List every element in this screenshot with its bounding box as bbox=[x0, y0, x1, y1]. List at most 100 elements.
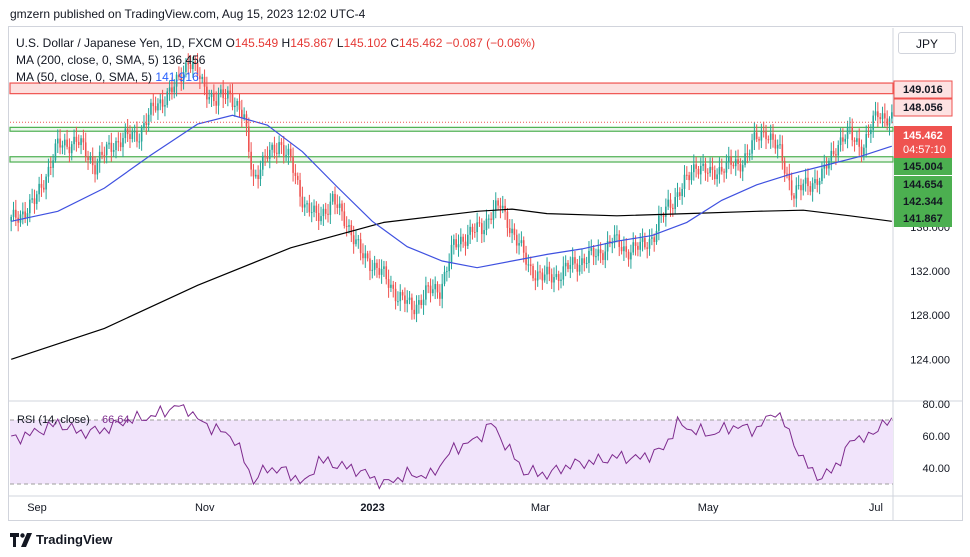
candle-body bbox=[648, 238, 651, 249]
candle bbox=[706, 168, 709, 182]
candle-body bbox=[839, 137, 842, 146]
candle-body bbox=[112, 150, 115, 152]
candle bbox=[275, 142, 278, 164]
candle-body bbox=[63, 139, 66, 146]
candle-body bbox=[518, 243, 520, 246]
candle bbox=[597, 239, 600, 261]
candle-body bbox=[101, 151, 103, 155]
candle-body bbox=[133, 131, 136, 133]
candle-body bbox=[231, 93, 234, 108]
candle bbox=[720, 158, 723, 175]
candle-body bbox=[529, 264, 532, 267]
candle bbox=[630, 244, 632, 269]
candle bbox=[501, 195, 504, 214]
candle bbox=[450, 235, 453, 270]
candle bbox=[35, 190, 38, 210]
candle-body bbox=[385, 266, 388, 280]
candle-body bbox=[760, 131, 763, 141]
candle bbox=[334, 186, 336, 215]
candle-body bbox=[809, 186, 812, 192]
currency-button[interactable]: JPY bbox=[898, 32, 956, 54]
candle-body bbox=[352, 235, 355, 245]
candle-body bbox=[40, 183, 43, 188]
candle bbox=[779, 134, 781, 150]
x-tick-label: May bbox=[698, 502, 719, 514]
candle bbox=[865, 125, 868, 158]
ma200-value: 136.456 bbox=[162, 53, 206, 67]
candle bbox=[790, 172, 793, 201]
candle-body bbox=[59, 138, 61, 148]
candle-body bbox=[138, 141, 141, 143]
candle-body bbox=[739, 163, 742, 172]
candle-body bbox=[12, 209, 15, 217]
candle bbox=[422, 289, 425, 315]
candle bbox=[427, 282, 430, 294]
candle bbox=[574, 251, 576, 270]
candle-body bbox=[103, 154, 106, 156]
candle bbox=[271, 142, 273, 158]
candle-body bbox=[159, 99, 162, 104]
candle bbox=[863, 144, 865, 161]
candle-body bbox=[597, 249, 600, 257]
candle-body bbox=[199, 75, 201, 80]
candle bbox=[259, 160, 262, 187]
candle-body bbox=[110, 142, 113, 152]
candle bbox=[718, 157, 721, 184]
candle bbox=[75, 126, 78, 152]
candle-body bbox=[513, 228, 516, 235]
candle-body bbox=[273, 144, 276, 153]
candle bbox=[480, 218, 483, 244]
candle bbox=[415, 295, 418, 323]
candle bbox=[394, 282, 397, 310]
candle bbox=[345, 216, 348, 237]
candle-body bbox=[646, 247, 649, 249]
candle-body bbox=[706, 172, 709, 174]
candle-body bbox=[42, 187, 45, 190]
candle bbox=[762, 121, 765, 138]
candle bbox=[91, 147, 94, 175]
candle bbox=[767, 135, 770, 144]
candle-body bbox=[699, 165, 702, 175]
candle-body bbox=[858, 138, 861, 147]
candle-body bbox=[497, 200, 499, 206]
candle bbox=[173, 78, 176, 99]
level-tag-bg bbox=[893, 80, 953, 99]
candle-body bbox=[662, 214, 665, 217]
level-tag-bg bbox=[894, 158, 952, 175]
candle bbox=[625, 238, 628, 258]
candle bbox=[760, 123, 763, 149]
candle-body bbox=[422, 299, 425, 306]
candle-body bbox=[667, 199, 669, 207]
candle bbox=[63, 133, 66, 156]
candle bbox=[373, 255, 376, 276]
candle bbox=[136, 121, 138, 148]
candle-body bbox=[150, 102, 152, 115]
candle bbox=[816, 170, 819, 193]
candle-body bbox=[404, 295, 406, 304]
candle-body bbox=[681, 188, 683, 197]
candle-body bbox=[47, 166, 50, 177]
candle bbox=[94, 156, 96, 183]
candle-body bbox=[315, 205, 318, 213]
candle-body bbox=[795, 185, 798, 199]
candle-body bbox=[271, 144, 273, 150]
candle-body bbox=[166, 91, 169, 106]
candle-body bbox=[392, 284, 395, 289]
candle bbox=[15, 199, 17, 227]
candle bbox=[511, 219, 513, 244]
tradingview-logo: TradingView bbox=[10, 532, 112, 547]
candle-body bbox=[853, 140, 856, 142]
x-tick-label: Sep bbox=[27, 502, 47, 514]
candle-body bbox=[872, 115, 874, 130]
candle bbox=[369, 250, 371, 281]
candle bbox=[725, 154, 728, 179]
candle-body bbox=[215, 101, 217, 106]
level-tag-label: 144.654 bbox=[903, 179, 944, 191]
candle-body bbox=[578, 265, 581, 272]
candle bbox=[683, 165, 686, 198]
candle bbox=[688, 171, 690, 191]
candle-body bbox=[609, 240, 611, 244]
candle bbox=[604, 242, 607, 269]
candle-body bbox=[70, 144, 73, 154]
